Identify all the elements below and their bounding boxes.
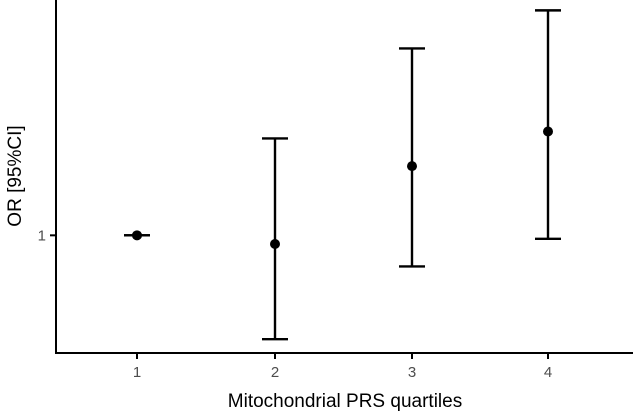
x-tick-label-3: 3 xyxy=(408,364,416,381)
x-axis-title: Mitochondrial PRS quartiles xyxy=(228,391,462,412)
error-bar-group-q4 xyxy=(535,9,561,240)
error-bar-group-q2 xyxy=(262,137,288,341)
or-point-q3 xyxy=(407,161,417,172)
error-bar-marks xyxy=(124,9,561,341)
x-axis-ticks: 1 2 3 4 xyxy=(133,353,552,381)
or-point-q1 xyxy=(132,230,142,241)
error-bar-group-q1 xyxy=(124,230,150,241)
or-point-q4 xyxy=(543,126,553,137)
or-point-q2 xyxy=(270,238,280,249)
error-bar-group-q3 xyxy=(399,47,425,268)
x-tick-label-1: 1 xyxy=(133,364,141,381)
x-tick-label-2: 2 xyxy=(271,364,279,381)
y-axis-title: OR [95%CI] xyxy=(5,125,26,226)
y-axis-ticks: 1 xyxy=(38,227,56,244)
axes xyxy=(55,0,633,354)
x-tick-label-4: 4 xyxy=(544,364,552,381)
y-tick-label-1: 1 xyxy=(38,227,46,244)
